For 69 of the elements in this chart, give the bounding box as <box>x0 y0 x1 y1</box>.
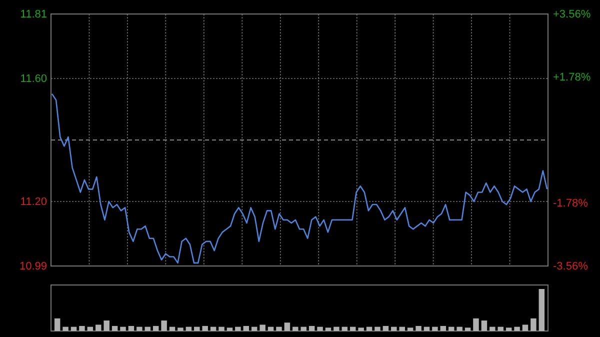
bar <box>490 326 496 331</box>
bar <box>440 326 446 331</box>
bar <box>87 326 94 331</box>
bar <box>448 326 454 331</box>
y2-tick-label: -1.78% <box>553 198 588 210</box>
bar <box>300 326 306 331</box>
bar <box>186 326 192 331</box>
bar <box>473 318 479 331</box>
y-tick-label: 10.99 <box>19 260 47 273</box>
bar <box>194 326 200 331</box>
bar <box>416 326 422 331</box>
bar <box>112 326 118 331</box>
bar <box>226 328 233 331</box>
bar <box>498 326 504 331</box>
bar <box>276 326 282 331</box>
bar <box>284 322 290 331</box>
bar <box>161 320 167 331</box>
bar <box>350 326 356 331</box>
bar <box>62 326 68 331</box>
bar <box>96 324 102 331</box>
bar <box>218 326 224 331</box>
bar <box>202 326 208 331</box>
bar <box>268 326 274 331</box>
bar <box>432 326 438 331</box>
bar <box>325 328 332 331</box>
bar <box>54 318 60 331</box>
bar <box>382 326 389 331</box>
bar <box>522 324 528 331</box>
y-tick-label: 11.81 <box>20 8 47 21</box>
bar <box>399 326 405 331</box>
bar <box>334 326 340 331</box>
bar <box>464 328 471 331</box>
y-tick-label: 11.20 <box>20 196 47 208</box>
bar <box>235 326 241 331</box>
bar <box>70 326 77 331</box>
bar <box>79 326 85 331</box>
bar <box>506 328 512 331</box>
bar <box>292 326 298 331</box>
bar <box>152 326 159 331</box>
bar <box>374 326 380 331</box>
bar <box>251 326 258 331</box>
line-series <box>51 93 548 264</box>
y2-tick-label: -3.56% <box>553 260 588 273</box>
bar <box>514 326 520 331</box>
bar <box>169 326 176 331</box>
bar <box>144 326 151 331</box>
y2-tick-label: +1.78% <box>553 72 591 84</box>
bar <box>424 326 430 331</box>
y2-tick-label: +3.56% <box>553 8 591 21</box>
bar <box>456 326 462 331</box>
bar <box>243 326 250 331</box>
bar <box>391 326 397 331</box>
bar <box>260 324 266 331</box>
bar <box>530 318 536 331</box>
bar <box>358 328 364 331</box>
bar <box>342 326 348 331</box>
bar <box>128 326 134 331</box>
bar <box>366 326 372 331</box>
bar <box>120 326 126 331</box>
bar <box>178 328 184 331</box>
bar <box>308 326 315 331</box>
bar <box>407 328 414 331</box>
y-tick-label: 11.60 <box>20 73 47 86</box>
bar <box>538 289 545 331</box>
bar <box>317 326 323 331</box>
bar <box>104 320 110 331</box>
bar <box>481 320 488 331</box>
bar <box>136 326 142 331</box>
bar <box>210 326 216 331</box>
